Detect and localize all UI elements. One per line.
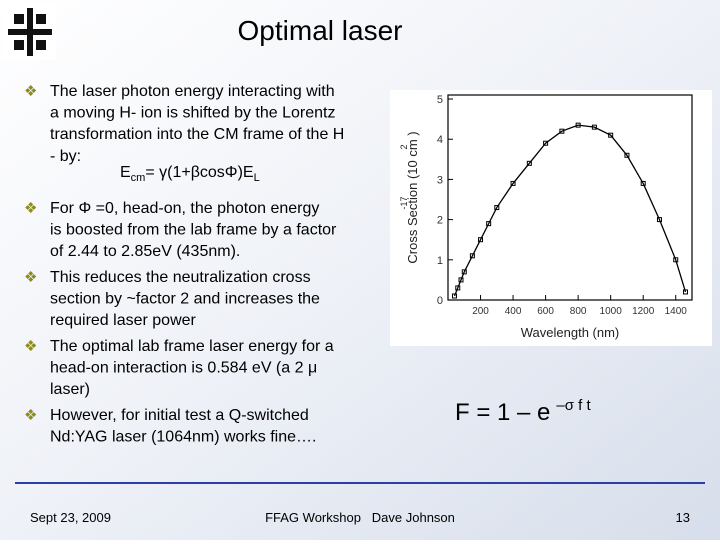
bullet-icon: ❖ <box>24 338 37 355</box>
data-point <box>526 160 532 166</box>
x-tick-label: 400 <box>505 306 522 317</box>
formula: F = 1 – e –σ f t <box>455 397 591 426</box>
data-point <box>452 293 458 299</box>
bullet-text: transformation into the CM frame of the … <box>50 126 344 143</box>
data-line <box>453 124 687 297</box>
x-tick-label: 1200 <box>632 306 655 317</box>
data-point <box>640 180 646 186</box>
bullet-text: is boosted from the lab frame by a facto… <box>50 222 337 239</box>
bullet-icon: ❖ <box>24 407 37 424</box>
footer-date: Sept 23, 2009 <box>30 510 111 525</box>
x-tick-label: 600 <box>537 306 554 317</box>
bullet-icon: ❖ <box>24 269 37 286</box>
data-point <box>478 237 484 243</box>
plot-area <box>447 94 693 301</box>
bullet-text: For Φ =0, head-on, the photon energy <box>50 200 319 217</box>
data-point <box>608 132 614 138</box>
data-point <box>455 285 461 291</box>
formula-sub: cm <box>131 172 146 184</box>
bullet-text: The optimal lab frame laser energy for a <box>50 338 334 355</box>
bullet-text: - by: <box>50 148 81 165</box>
bullet-text: However, for initial test a Q-switched <box>50 407 309 424</box>
bullet-text: section by ~factor 2 and increases the <box>50 291 320 308</box>
data-point <box>458 277 464 283</box>
bullet-text: of 2.44 to 2.85eV (435nm). <box>50 243 240 260</box>
bullet-icon: ❖ <box>24 200 37 217</box>
logo <box>4 4 56 60</box>
data-point <box>494 205 500 211</box>
figure: 0 1 2 3 4 5 200 400 600 800 1000 1200 1400 Wavelength… <box>399 94 693 340</box>
formula-sub: L <box>254 172 260 184</box>
y-axis-label-exponent: -17 <box>399 196 409 209</box>
formula: Ecm= γ(1+βcosΦ)EL <box>120 164 260 184</box>
x-tick-label: 1000 <box>600 306 623 317</box>
data-point <box>461 269 467 275</box>
formula-part: E <box>120 164 131 181</box>
y-tick-label: 0 <box>437 295 443 307</box>
x-tick-label: 200 <box>472 306 489 317</box>
y-tick-label: 5 <box>437 94 443 106</box>
formula-exponent: –σ f t <box>556 397 591 414</box>
bullets: ❖ The laser photon energy interacting wit… <box>24 83 344 446</box>
x-axis-label: Wavelength (nm) <box>521 325 620 340</box>
y-tick-label: 4 <box>437 134 443 146</box>
data-point <box>591 124 597 130</box>
data-point <box>673 257 679 263</box>
footer-event: FFAG Workshop Dave Johnson <box>265 510 455 525</box>
footer-page: 13 <box>676 510 690 525</box>
data-point <box>543 140 549 146</box>
bullet-text: This reduces the neutralization cross <box>50 269 311 286</box>
bullet-text: a moving H- ion is shifted by the Lorent… <box>50 105 335 122</box>
data-point <box>682 289 688 295</box>
bullet-text: required laser power <box>50 312 197 329</box>
formula-part: = γ(1+βcosΦ)E <box>145 164 253 181</box>
x-tick-label: 1400 <box>665 306 688 317</box>
formula-part: F = 1 – e <box>455 399 550 426</box>
bullet-text: laser) <box>50 381 90 398</box>
y-tick-label: 3 <box>437 174 443 186</box>
bullet-text: head-on interaction is 0.584 eV (a 2 μ <box>50 360 317 377</box>
data-point <box>559 128 565 134</box>
data-point <box>469 253 475 259</box>
bullet-icon: ❖ <box>24 83 37 100</box>
data-point <box>624 152 630 158</box>
data-point <box>486 221 492 227</box>
y-tick-label: 2 <box>437 215 443 227</box>
y-tick-label: 1 <box>437 255 443 267</box>
y-axis-label: Cross Section (10 cm ) <box>405 131 420 263</box>
data-point <box>575 122 581 128</box>
bullet-text: Nd:YAG laser (1064nm) works fine…. <box>50 429 316 446</box>
slide-title: Optimal laser <box>238 15 403 46</box>
data-point <box>510 180 516 186</box>
x-tick-label: 800 <box>570 306 587 317</box>
y-axis-label-exponent: 2 <box>399 144 409 149</box>
bullet-text: The laser photon energy interacting with <box>50 83 335 100</box>
data-point <box>656 217 662 223</box>
